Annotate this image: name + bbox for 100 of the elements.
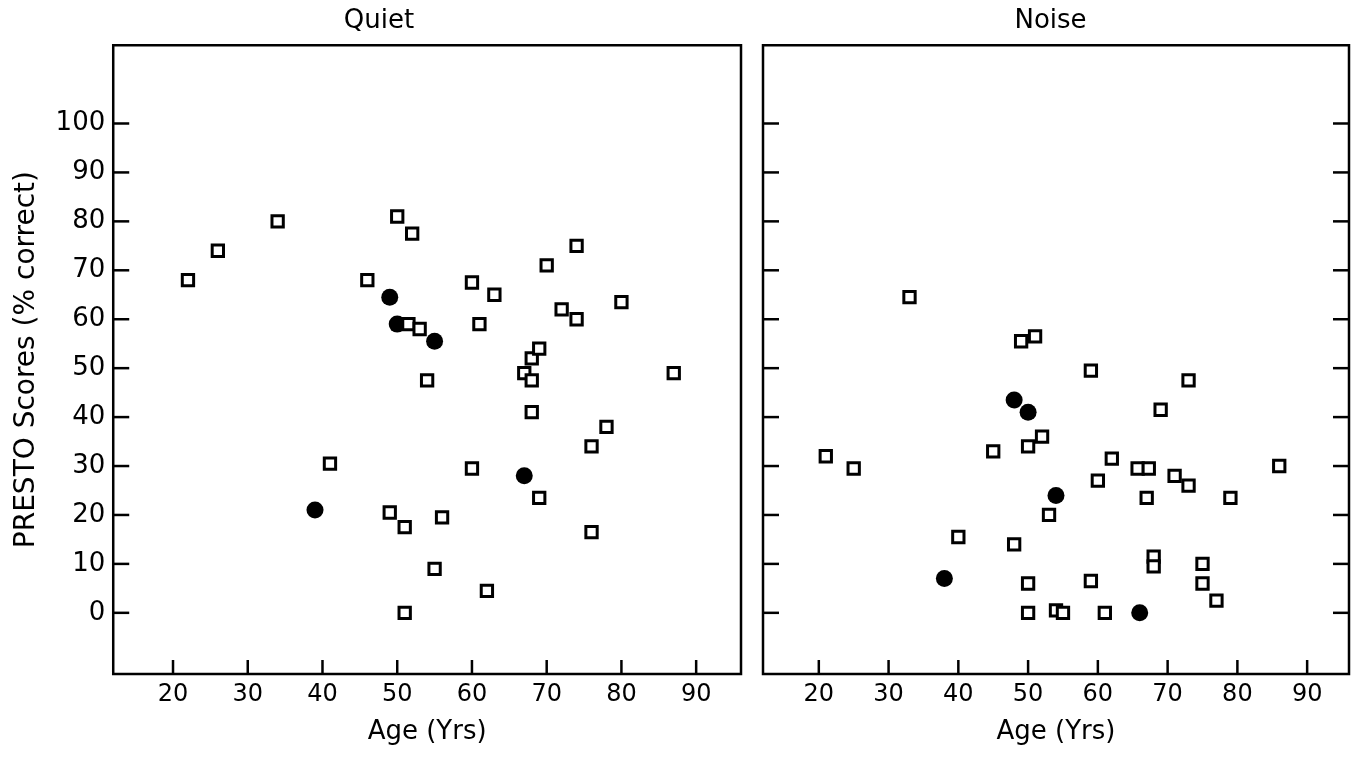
x-tick-label: 50	[1012, 678, 1044, 707]
point	[666, 365, 681, 381]
x-tick-label: 30	[873, 678, 904, 707]
y-tick-label: 70	[72, 253, 106, 284]
point	[1047, 486, 1065, 504]
y-tick-label: 10	[72, 546, 106, 577]
point	[1020, 605, 1036, 620]
point	[360, 272, 375, 288]
y-tick-label: 90	[72, 155, 106, 186]
point	[554, 302, 569, 317]
point	[472, 316, 487, 332]
point	[1104, 451, 1119, 466]
point	[1055, 605, 1071, 620]
point	[434, 510, 450, 525]
point	[1020, 576, 1036, 591]
point	[1146, 559, 1161, 574]
point	[479, 583, 495, 598]
point	[426, 332, 444, 350]
point	[1209, 593, 1224, 608]
point	[1130, 461, 1145, 476]
point	[1153, 402, 1168, 417]
point	[397, 605, 412, 620]
point	[464, 275, 480, 290]
point	[515, 467, 533, 485]
point	[986, 444, 1001, 459]
point	[306, 501, 324, 519]
y-tick-label: 50	[72, 350, 106, 381]
point	[1013, 334, 1029, 349]
x-tick-label: 90	[680, 678, 712, 707]
y-tick-label: 20	[72, 497, 106, 528]
point	[1027, 329, 1043, 344]
point	[599, 419, 614, 435]
point	[584, 524, 599, 540]
point	[1041, 507, 1057, 523]
point	[180, 272, 196, 288]
point	[1195, 576, 1210, 591]
point	[322, 456, 338, 471]
point	[1083, 573, 1099, 589]
point	[1223, 490, 1238, 505]
point	[584, 439, 599, 454]
x-tick-label: 80	[606, 678, 637, 707]
point	[464, 461, 480, 476]
point	[1141, 461, 1156, 476]
point	[524, 405, 539, 420]
point	[1034, 429, 1050, 444]
x-tick-label: 40	[943, 678, 974, 707]
point	[951, 529, 966, 545]
point	[210, 243, 226, 258]
point	[382, 505, 397, 520]
point	[524, 373, 539, 388]
point	[270, 214, 285, 229]
x-tick-label: 60	[456, 678, 488, 707]
point	[569, 312, 584, 327]
point	[1272, 458, 1287, 474]
x-tick-label: 70	[531, 678, 562, 707]
point	[1181, 478, 1196, 493]
point	[539, 258, 554, 273]
x-tick-label: 70	[1152, 678, 1183, 707]
y-tick-label: 40	[72, 399, 106, 430]
point	[902, 290, 917, 305]
point	[569, 238, 584, 253]
x-tick-label: 20	[157, 678, 189, 707]
point	[427, 561, 442, 576]
point	[1006, 537, 1022, 552]
point	[614, 294, 629, 310]
point	[532, 341, 547, 356]
x-tick-label: 20	[803, 678, 835, 707]
y-tick-label: 30	[72, 448, 106, 479]
y-tick-label: 60	[72, 301, 106, 332]
x-tick-label: 90	[1291, 678, 1323, 707]
point	[818, 449, 833, 464]
x-tick-label: 50	[381, 678, 413, 707]
x-tick-label: 80	[1222, 678, 1253, 707]
point	[390, 209, 405, 224]
x-tick-label: 30	[232, 678, 264, 707]
point	[846, 461, 861, 476]
y-tick-label: 100	[55, 106, 106, 137]
point	[487, 287, 502, 302]
y-axis-title: PRESTO Scores (% correct)	[8, 171, 42, 549]
point	[397, 520, 412, 535]
point	[1090, 473, 1106, 488]
point	[1139, 490, 1154, 505]
point	[1131, 604, 1149, 622]
point	[1019, 403, 1037, 421]
point	[1195, 556, 1210, 572]
point	[405, 226, 420, 241]
point	[1005, 391, 1023, 409]
x-tick-label: 60	[1082, 678, 1114, 707]
y-tick-label: 0	[88, 595, 106, 626]
y-tick-label: 80	[72, 204, 106, 235]
point	[532, 490, 547, 505]
x-axis-title: Age (Yrs)	[996, 715, 1116, 746]
x-tick-label: 40	[307, 678, 338, 707]
point	[1167, 468, 1182, 483]
point	[1097, 605, 1112, 620]
point	[381, 288, 399, 306]
x-axis-title: Age (Yrs)	[367, 715, 487, 746]
point	[419, 373, 435, 388]
point	[1020, 439, 1036, 454]
point	[1181, 373, 1196, 388]
